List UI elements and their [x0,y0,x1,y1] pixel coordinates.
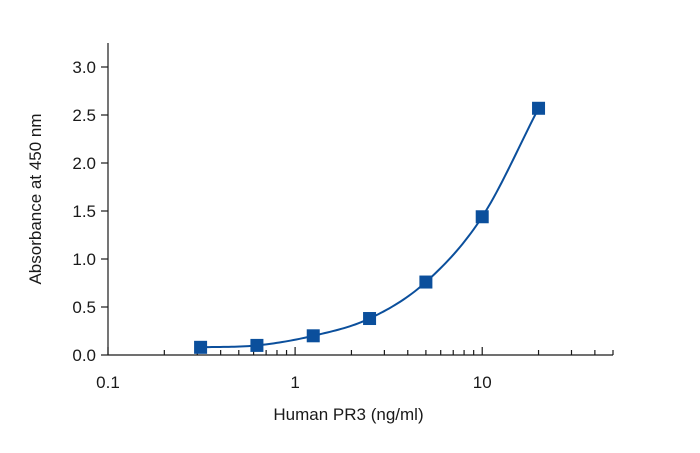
x-tick-label: 0.1 [96,373,120,392]
axes: 0.0 0.5 1.0 1.5 2.0 2.5 3.0 0.1 1 10 [72,43,614,392]
x-tick-label: 1 [290,373,299,392]
data-point [194,340,208,354]
y-tick-label: 2.5 [72,106,96,125]
y-tick-label: 0.5 [72,298,96,317]
y-axis-label: Absorbance at 450 nm [26,113,45,284]
y-tick-label: 0.0 [72,346,96,365]
data-point [363,312,377,326]
y-tick-label: 2.0 [72,154,96,173]
data-point [419,275,433,289]
x-tick-label: 10 [473,373,492,392]
data-point [532,101,546,115]
y-tick-label: 1.5 [72,202,96,221]
y-ticks: 0.0 0.5 1.0 1.5 2.0 2.5 3.0 [72,58,108,365]
x-ticks: 0.1 1 10 [96,347,614,392]
x-axis-label: Human PR3 (ng/ml) [273,405,423,424]
fit-curve [200,107,540,349]
data-point [250,338,264,352]
y-tick-label: 1.0 [72,250,96,269]
y-tick-label: 3.0 [72,58,96,77]
data-point [306,329,320,343]
data-points [194,101,546,354]
data-point [475,210,489,224]
